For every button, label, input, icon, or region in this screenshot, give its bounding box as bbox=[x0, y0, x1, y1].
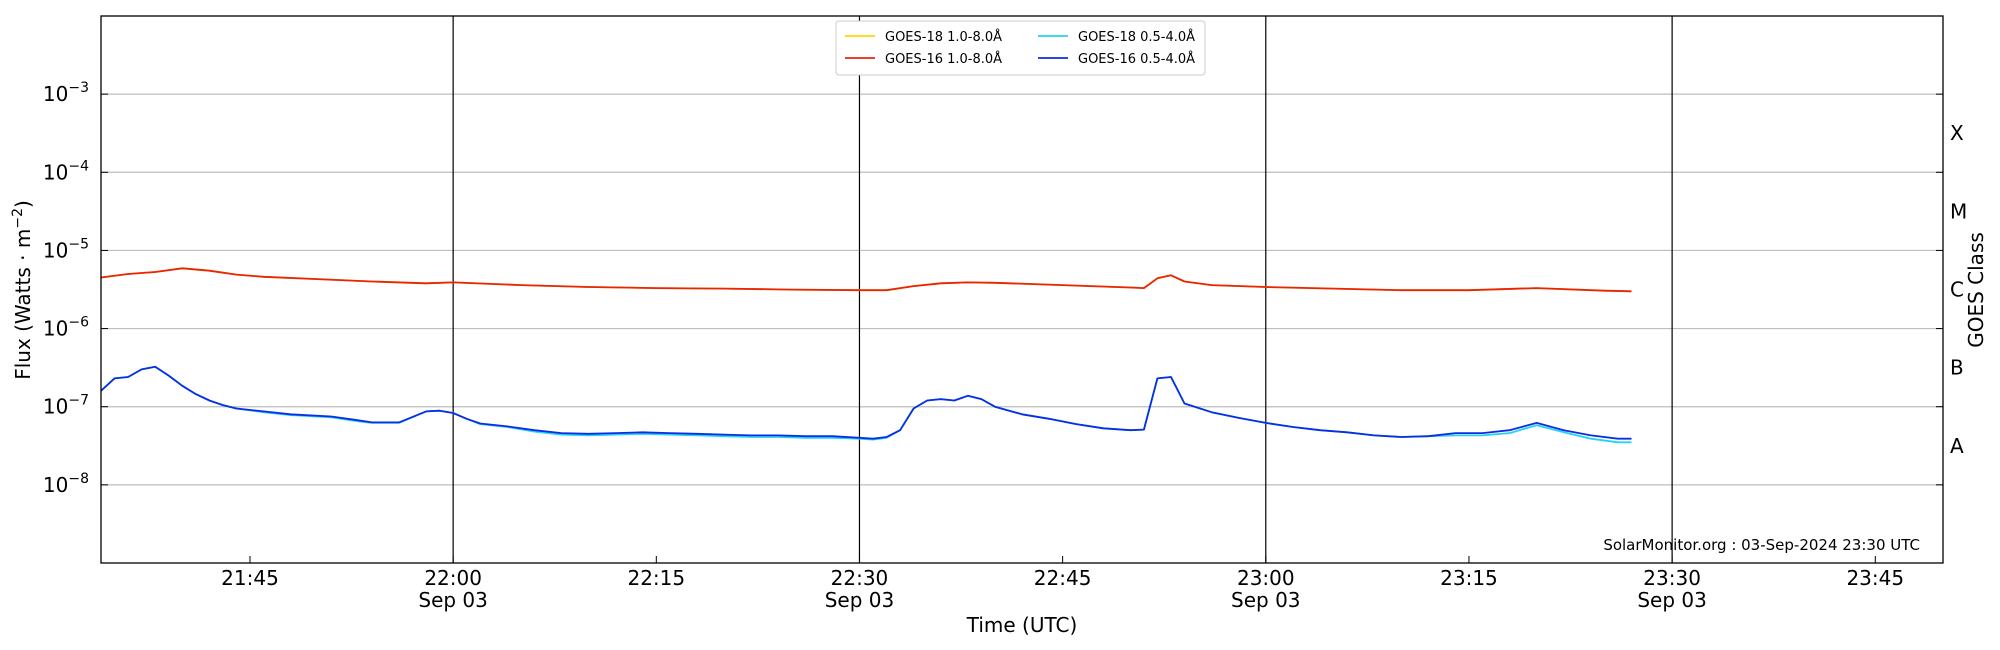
y-tick-base: 10 bbox=[43, 160, 68, 184]
y-tick-base: 10 bbox=[43, 317, 68, 341]
right-axis-title: GOES Class bbox=[1964, 232, 1988, 348]
y-tick-label: 10−6 bbox=[43, 315, 89, 341]
x-tick-label: 22:30 bbox=[831, 566, 889, 590]
x-tick-label: 22:45 bbox=[1034, 566, 1092, 590]
y-tick-label: 10−4 bbox=[43, 158, 89, 184]
y-axis-title-close: ) bbox=[11, 200, 35, 208]
x-tick-label: 23:00 bbox=[1237, 566, 1295, 590]
source-annotation: SolarMonitor.org : 03-Sep-2024 23:30 UTC bbox=[1603, 536, 1920, 554]
y-tick-base: 10 bbox=[43, 395, 68, 419]
goes-class-label: A bbox=[1950, 434, 1964, 458]
legend-entry-label: GOES-18 1.0-8.0Å bbox=[885, 29, 1002, 45]
x-tick-label: 22:00 bbox=[424, 566, 482, 590]
x-tick-label: 23:45 bbox=[1846, 566, 1904, 590]
y-axis-title: Flux (Watts · m−2) bbox=[10, 200, 35, 380]
goes-class-label: C bbox=[1950, 278, 1964, 302]
grid-layer bbox=[101, 16, 1943, 563]
plot-frame bbox=[100, 15, 1944, 564]
y-tick-label: 10−5 bbox=[43, 236, 89, 262]
x-tick-label: 22:15 bbox=[627, 566, 685, 590]
x-tick-label: 21:45 bbox=[221, 566, 279, 590]
y-tick-label: 10−7 bbox=[43, 393, 89, 419]
y-tick-base: 10 bbox=[43, 473, 68, 497]
legend-entry-label: GOES-16 0.5-4.0Å bbox=[1078, 51, 1195, 67]
series-line bbox=[100, 365, 1632, 444]
x-tick-date-label: Sep 03 bbox=[1637, 588, 1707, 612]
y-tick-label: 10−8 bbox=[43, 471, 89, 497]
y-tick-exponent: −5 bbox=[68, 236, 89, 252]
y-tick-exponent: −6 bbox=[68, 315, 89, 331]
legend-box bbox=[835, 20, 1206, 76]
series-layer bbox=[100, 267, 1632, 444]
x-axis-title: Time (UTC) bbox=[966, 613, 1078, 637]
y-axis-title-main: Flux (Watts · m bbox=[11, 229, 35, 380]
y-tick-exponent: −3 bbox=[68, 80, 89, 96]
series-line bbox=[100, 365, 1632, 440]
legend-entry-label: GOES-16 1.0-8.0Å bbox=[885, 51, 1002, 67]
x-tick-label: 23:30 bbox=[1643, 566, 1701, 590]
y-tick-base: 10 bbox=[43, 82, 68, 106]
goes-class-label: X bbox=[1950, 121, 1964, 145]
y-tick-exponent: −8 bbox=[68, 471, 89, 487]
x-tick-date-label: Sep 03 bbox=[825, 588, 895, 612]
legend-entry-label: GOES-18 0.5-4.0Å bbox=[1078, 29, 1195, 45]
y-tick-exponent: −7 bbox=[68, 393, 89, 409]
y-tick-label: 10−3 bbox=[43, 80, 89, 106]
x-tick-date-label: Sep 03 bbox=[1231, 588, 1301, 612]
x-tick-date-label: Sep 03 bbox=[418, 588, 488, 612]
goes-class-label: M bbox=[1950, 199, 1967, 223]
legend: GOES-18 1.0-8.0Å GOES-18 0.5-4.0Å GOES-16 … bbox=[835, 20, 1206, 76]
y-axis-title-sup: −2 bbox=[10, 208, 26, 229]
y-tick-base: 10 bbox=[43, 238, 68, 262]
x-tick-label: 23:15 bbox=[1440, 566, 1498, 590]
series-line bbox=[100, 267, 1632, 293]
y-tick-exponent: −4 bbox=[68, 158, 89, 174]
goes-class-label: B bbox=[1950, 356, 1964, 380]
